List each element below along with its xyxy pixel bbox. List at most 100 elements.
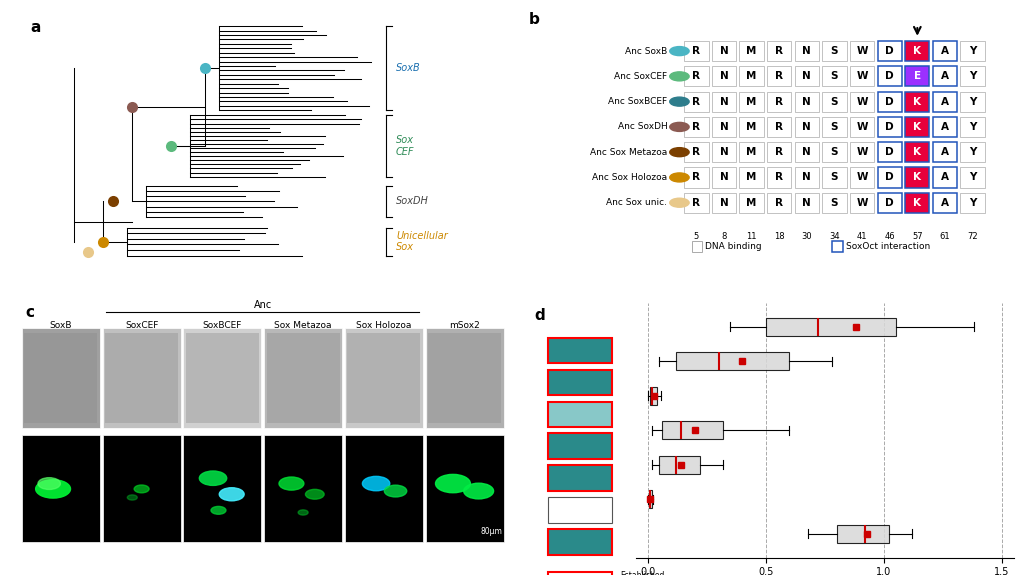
Bar — [878, 41, 902, 61]
Text: 5: 5 — [694, 232, 699, 240]
Text: W: W — [856, 198, 868, 208]
Circle shape — [211, 507, 226, 514]
Text: SoxOct interaction: SoxOct interaction — [846, 242, 930, 251]
Bar — [822, 193, 847, 213]
Bar — [833, 241, 843, 252]
Bar — [905, 91, 930, 112]
Text: Anc: Anc — [254, 301, 271, 311]
Text: N: N — [720, 147, 728, 157]
Circle shape — [134, 485, 150, 493]
Text: R: R — [775, 198, 783, 208]
Bar — [183, 328, 261, 428]
Bar — [549, 401, 612, 427]
Circle shape — [670, 122, 689, 132]
Circle shape — [670, 47, 689, 56]
PathPatch shape — [837, 524, 889, 543]
Text: S: S — [830, 172, 839, 182]
Circle shape — [279, 477, 304, 490]
Text: R: R — [692, 97, 700, 106]
Bar — [850, 117, 874, 137]
Circle shape — [435, 474, 470, 493]
Text: D: D — [886, 46, 894, 56]
Text: D: D — [886, 172, 894, 182]
Text: Sox Metazoa: Sox Metazoa — [274, 321, 332, 329]
Bar — [684, 117, 709, 137]
Bar — [767, 41, 792, 61]
Bar — [767, 117, 792, 137]
Bar — [961, 66, 985, 86]
Text: N: N — [803, 198, 811, 208]
Text: E: E — [913, 71, 921, 82]
Text: 80μm: 80μm — [480, 527, 503, 536]
Text: Anc Sox Holozoa: Anc Sox Holozoa — [592, 173, 668, 182]
Bar — [905, 41, 930, 61]
Text: Anc Sox Metazoa: Anc Sox Metazoa — [590, 148, 668, 156]
Text: W: W — [856, 147, 868, 157]
Bar — [266, 334, 340, 423]
Bar — [102, 328, 180, 428]
Text: M: M — [746, 198, 757, 208]
Circle shape — [36, 480, 71, 498]
Text: M: M — [746, 71, 757, 82]
Bar — [795, 66, 819, 86]
Text: 57: 57 — [912, 232, 923, 240]
Bar — [878, 167, 902, 187]
Text: c: c — [26, 305, 35, 320]
Text: R: R — [692, 147, 700, 157]
Bar — [905, 117, 930, 137]
Text: N: N — [720, 46, 728, 56]
Text: K: K — [913, 198, 922, 208]
Bar — [850, 142, 874, 162]
Text: S: S — [830, 71, 839, 82]
Bar — [739, 193, 764, 213]
Circle shape — [38, 478, 60, 489]
Text: S: S — [830, 97, 839, 106]
Text: N: N — [720, 97, 728, 106]
Text: M: M — [746, 172, 757, 182]
Text: Y: Y — [969, 46, 976, 56]
Bar — [264, 435, 342, 542]
Text: R: R — [775, 71, 783, 82]
Text: D: D — [886, 122, 894, 132]
Bar — [739, 91, 764, 112]
Bar — [795, 167, 819, 187]
Text: R: R — [775, 46, 783, 56]
Text: R: R — [692, 172, 700, 182]
Text: SoxBCEF: SoxBCEF — [203, 321, 242, 329]
Bar — [795, 193, 819, 213]
Text: R: R — [692, 198, 700, 208]
Text: R: R — [775, 122, 783, 132]
Bar — [426, 328, 504, 428]
Bar — [933, 167, 957, 187]
Text: Sox
CEF: Sox CEF — [396, 135, 415, 157]
Text: Anc SoxB: Anc SoxB — [625, 47, 668, 56]
Text: Unicellular
Sox: Unicellular Sox — [396, 231, 447, 252]
Bar — [549, 370, 612, 395]
Text: M: M — [746, 97, 757, 106]
Bar — [961, 167, 985, 187]
Bar — [345, 435, 423, 542]
Bar — [850, 66, 874, 86]
Bar — [822, 66, 847, 86]
Bar — [739, 41, 764, 61]
Bar — [739, 117, 764, 137]
Bar — [822, 167, 847, 187]
Bar — [878, 142, 902, 162]
PathPatch shape — [766, 318, 896, 336]
Text: N: N — [803, 122, 811, 132]
Text: N: N — [720, 172, 728, 182]
Bar — [712, 91, 736, 112]
Text: M: M — [746, 147, 757, 157]
Bar — [345, 328, 423, 428]
Bar — [961, 41, 985, 61]
Text: 11: 11 — [746, 232, 757, 240]
Bar — [549, 572, 612, 575]
Text: S: S — [830, 147, 839, 157]
Bar — [961, 193, 985, 213]
Text: a: a — [30, 20, 41, 35]
Bar — [102, 435, 180, 542]
Bar — [739, 167, 764, 187]
Bar — [878, 117, 902, 137]
Circle shape — [464, 483, 494, 499]
Text: 30: 30 — [802, 232, 812, 240]
